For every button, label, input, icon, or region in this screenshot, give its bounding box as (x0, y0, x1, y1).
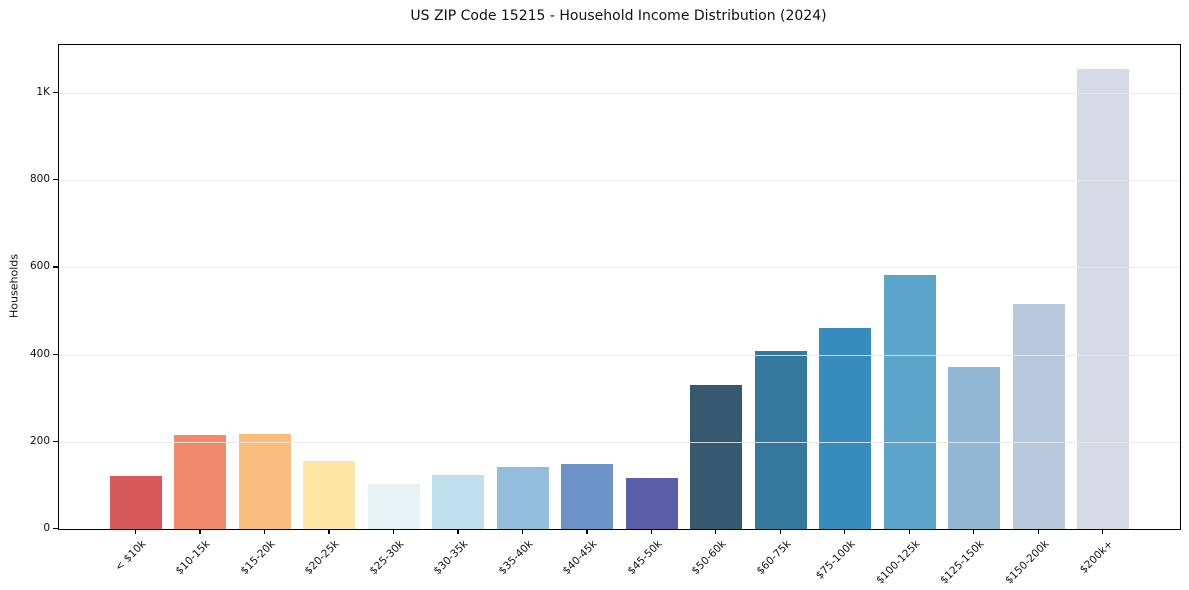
bar-200k (1077, 69, 1129, 529)
x-tick-label-6: $35-40k (496, 538, 536, 578)
x-tick-label-3: $20-25k (302, 538, 342, 578)
x-tick-label-0: < $10k (112, 538, 149, 574)
x-tick-label-7: $40-45k (560, 538, 600, 578)
bar-30-35k (432, 474, 485, 529)
bar-75-100k (819, 327, 872, 529)
x-tick-mark-2 (263, 529, 266, 534)
x-tick-mark-6 (521, 529, 524, 534)
x-tick-label-14: $150-200k (1002, 538, 1052, 587)
bar-125-150k (948, 366, 1001, 529)
x-tick-mark-11 (844, 529, 846, 534)
x-tick-label-5: $30-35k (431, 538, 471, 578)
bar-15-20k (238, 433, 291, 529)
y-tick-label-800: 800 (29, 173, 50, 186)
x-tick-mark-4 (392, 529, 395, 534)
bar-35-40k (496, 467, 549, 529)
x-tick-label-1: $10-15k (173, 538, 213, 578)
x-tick-mark-7 (586, 529, 588, 534)
bar-50-60k (690, 385, 743, 529)
x-tick-label-11: $75-100k (813, 538, 858, 582)
x-tick-mark-8 (650, 529, 653, 534)
gridline-400 (59, 354, 1180, 356)
bar-150-200k (1012, 304, 1065, 529)
gridline-1K (59, 92, 1180, 94)
gridline-600 (59, 267, 1180, 269)
chart-title: US ZIP Code 15215 - Household Income Dis… (410, 8, 827, 24)
bar-40-45k (561, 464, 614, 529)
gridline-200 (59, 441, 1180, 443)
x-tick-label-12: $100-125k (873, 538, 923, 587)
y-tick-label-1K: 1K (36, 85, 50, 98)
x-tick-label-2: $15-20k (238, 538, 278, 578)
plot-area (58, 44, 1181, 530)
x-tick-mark-13 (973, 529, 975, 534)
bar-20-25k (303, 460, 356, 529)
y-tick-mark-200 (53, 440, 58, 443)
bar-60-75k (754, 351, 807, 529)
y-tick-label-400: 400 (29, 347, 50, 360)
y-tick-mark-600 (53, 266, 58, 268)
y-tick-label-200: 200 (29, 434, 50, 447)
x-tick-mark-0 (135, 529, 137, 534)
x-tick-mark-3 (328, 529, 330, 534)
bar-10-15k (174, 435, 227, 529)
y-tick-label-0: 0 (43, 522, 50, 534)
x-tick-label-15: $200k+ (1077, 538, 1116, 576)
x-tick-mark-1 (199, 529, 201, 534)
bar-25-30k (367, 483, 420, 529)
y-tick-mark-1K (53, 91, 58, 94)
x-tick-label-13: $125-150k (938, 538, 987, 587)
bar-45-50k (625, 478, 678, 529)
x-tick-label-9: $50-60k (689, 538, 729, 578)
x-tick-label-10: $60-75k (754, 538, 794, 578)
x-tick-mark-10 (779, 529, 781, 534)
x-tick-label-4: $25-30k (367, 538, 407, 578)
y-tick-mark-0 (53, 528, 58, 530)
x-tick-mark-9 (715, 529, 717, 534)
gridline-800 (59, 180, 1180, 182)
x-tick-mark-12 (908, 529, 910, 534)
y-tick-mark-800 (53, 179, 58, 181)
bar-10k (110, 475, 162, 529)
bar-100-125k (883, 275, 936, 529)
y-tick-label-600: 600 (29, 260, 50, 273)
x-tick-mark-14 (1037, 529, 1039, 534)
x-tick-label-8: $45-50k (625, 538, 665, 578)
x-tick-mark-15 (1102, 529, 1104, 534)
y-tick-mark-400 (53, 353, 58, 355)
x-tick-mark-5 (457, 529, 459, 534)
